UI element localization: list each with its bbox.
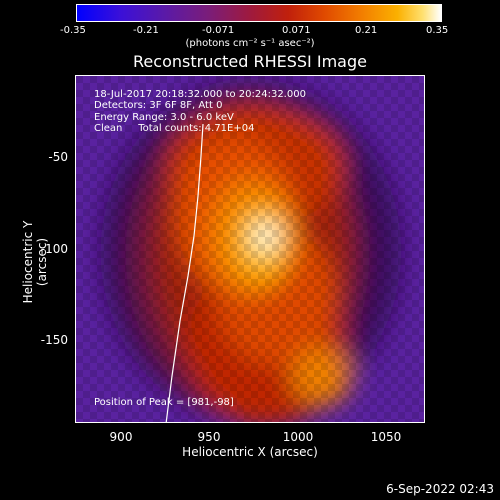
- x-axis-label: Heliocentric X (arcsec): [182, 445, 318, 459]
- info-time: 18-Jul-2017 20:18:32.000 to 20:24:32.000: [94, 89, 306, 100]
- image-plot: [75, 75, 425, 423]
- info-energy: Energy Range: 3.0 - 6.0 keV: [94, 112, 234, 123]
- info-detectors: Detectors: 3F 6F 8F, Att 0: [94, 100, 223, 111]
- y-tick: -50: [48, 150, 68, 164]
- colorbar: [76, 4, 442, 22]
- y-tick: -150: [40, 333, 68, 347]
- x-tick: 950: [197, 430, 221, 444]
- info-clean: Clean Total counts: 4.71E+04: [94, 123, 255, 134]
- colorbar-tick: -0.35: [60, 25, 86, 36]
- solar-image: [76, 76, 424, 422]
- colorbar-tick: 0.21: [355, 25, 378, 36]
- peak-position: Position of Peak = [981,-98]: [94, 397, 234, 408]
- y-tick: -100: [40, 242, 68, 256]
- x-tick: 1000: [282, 430, 314, 444]
- timestamp: 6-Sep-2022 02:43: [386, 482, 494, 496]
- colorbar-tick: -0.071: [202, 25, 235, 36]
- limb-curve: [165, 123, 204, 422]
- colorbar-unit: (photons cm⁻² s⁻¹ asec⁻²): [185, 38, 315, 49]
- colorbar-tick: 0.35: [426, 25, 449, 36]
- colorbar-tick: -0.21: [133, 25, 159, 36]
- colorbar-tick: 0.071: [282, 25, 311, 36]
- x-tick: 900: [109, 430, 133, 444]
- x-tick: 1050: [370, 430, 402, 444]
- y-axis-label: Heliocentric Y (arcsec): [21, 220, 49, 304]
- image-title: Reconstructed RHESSI Image: [133, 52, 367, 71]
